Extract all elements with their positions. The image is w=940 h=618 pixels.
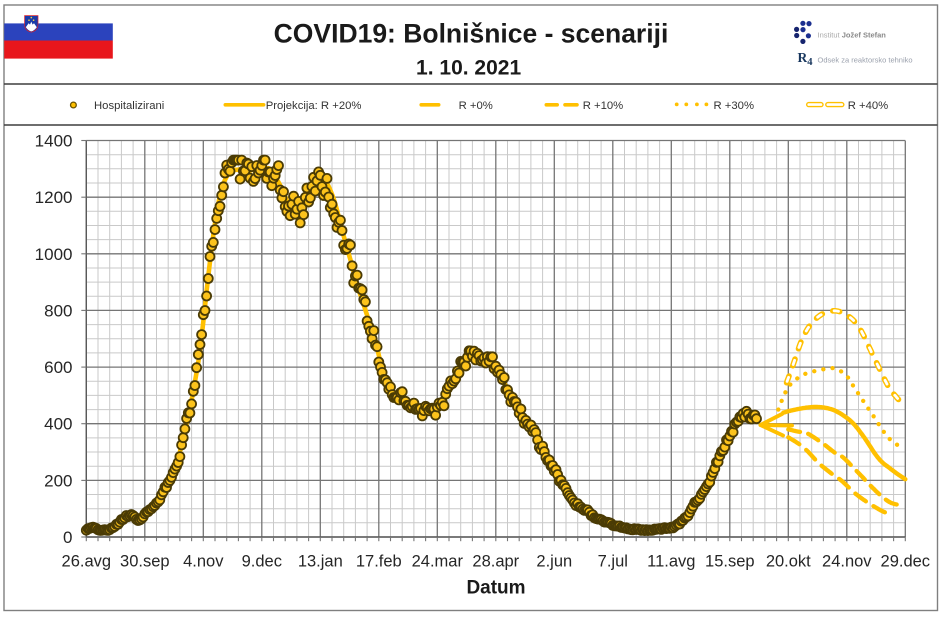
svg-text:1400: 1400 xyxy=(35,132,73,151)
svg-text:R +40%: R +40% xyxy=(848,100,889,112)
svg-text:R +0%: R +0% xyxy=(459,100,493,112)
svg-text:R +10%: R +10% xyxy=(583,100,624,112)
svg-text:24.mar: 24.mar xyxy=(412,553,464,571)
svg-text:15.sep: 15.sep xyxy=(705,553,755,571)
svg-text:800: 800 xyxy=(44,301,72,320)
svg-text:24.nov: 24.nov xyxy=(822,553,872,571)
svg-text:2.jun: 2.jun xyxy=(536,553,572,571)
svg-text:COVID19: Bolnišnice - scenarij: COVID19: Bolnišnice - scenariji xyxy=(274,19,669,49)
svg-text:200: 200 xyxy=(44,471,72,490)
svg-text:Datum: Datum xyxy=(466,578,525,599)
svg-text:11.avg: 11.avg xyxy=(647,553,695,571)
svg-text:4.nov: 4.nov xyxy=(183,553,224,571)
svg-text:Hospitalizirani: Hospitalizirani xyxy=(94,100,164,112)
svg-text:30.sep: 30.sep xyxy=(120,553,170,571)
svg-text:9.dec: 9.dec xyxy=(242,553,282,571)
svg-text:1. 10. 2021: 1. 10. 2021 xyxy=(416,56,521,79)
svg-text:28.apr: 28.apr xyxy=(472,553,519,571)
svg-text:Institut Jožef Stefan: Institut Jožef Stefan xyxy=(818,31,887,40)
svg-text:0: 0 xyxy=(63,528,72,547)
svg-text:Odsek za reaktorsko tehniko: Odsek za reaktorsko tehniko xyxy=(818,56,913,65)
svg-text:26.avg: 26.avg xyxy=(62,553,112,571)
svg-text:600: 600 xyxy=(44,358,72,377)
svg-text:1200: 1200 xyxy=(35,188,73,207)
svg-text:17.feb: 17.feb xyxy=(356,553,402,571)
svg-text:R +30%: R +30% xyxy=(714,100,755,112)
svg-text:20.okt: 20.okt xyxy=(766,553,811,571)
svg-text:Projekcija: R +20%: Projekcija: R +20% xyxy=(266,100,362,112)
svg-text:1000: 1000 xyxy=(35,245,73,264)
svg-text:7.jul: 7.jul xyxy=(598,553,628,571)
svg-text:29.dec: 29.dec xyxy=(881,553,931,571)
svg-text:400: 400 xyxy=(44,415,72,434)
svg-text:13.jan: 13.jan xyxy=(298,553,343,571)
